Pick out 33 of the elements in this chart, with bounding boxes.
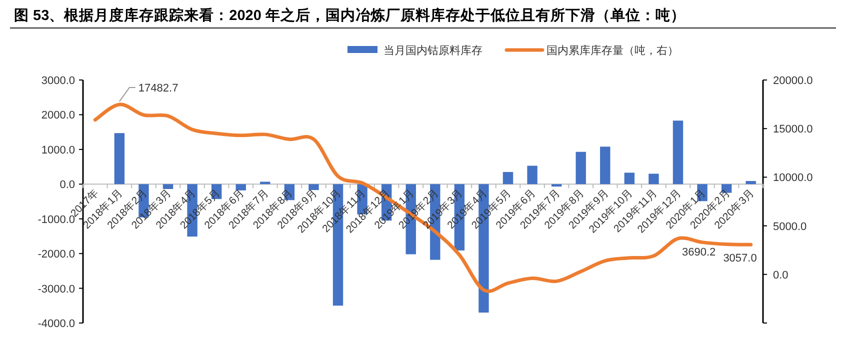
y2-tick-label: 0.0 — [773, 269, 788, 282]
y2-tick-label: 5000.0 — [773, 220, 807, 233]
bar — [746, 181, 756, 184]
bar — [576, 152, 586, 184]
y-tick-label: -2000.0 — [38, 248, 75, 261]
legend-label: 国内累库库存量（吨，右） — [546, 44, 678, 57]
bar — [236, 184, 246, 190]
bar — [551, 184, 562, 187]
bar — [260, 182, 270, 184]
y-tick-label: -3000.0 — [38, 283, 75, 296]
y2-tick-label: 20000.0 — [773, 75, 813, 87]
y2-tick-label: 10000.0 — [773, 172, 813, 184]
bar — [162, 184, 174, 190]
data-label: 3690.2 — [682, 246, 716, 259]
bar — [502, 172, 514, 184]
bar — [648, 174, 659, 184]
bar — [624, 172, 635, 184]
y-tick-label: -4000.0 — [38, 318, 75, 330]
legend-label: 当月国内钴原料库存 — [384, 44, 482, 57]
bar — [600, 146, 610, 184]
y-tick-label: 1000.0 — [41, 144, 75, 156]
bar — [672, 120, 684, 184]
y-tick-label: 2000.0 — [41, 110, 75, 122]
data-label: 3057.0 — [723, 252, 757, 265]
y-tick-label: 0.0 — [60, 179, 75, 192]
bar — [527, 166, 538, 184]
y-tick-label: 3000.0 — [41, 75, 75, 87]
bar — [114, 133, 125, 184]
y-tick-label: -1000.0 — [38, 214, 75, 226]
bar — [308, 184, 319, 190]
y2-tick-label: 15000.0 — [773, 124, 813, 136]
data-label: 17482.7 — [138, 82, 178, 94]
chart-title: 图 53、根据月度库存跟踪来看：2020 年之后，国内冶炼厂原料库存处于低位且有所下滑（单位：吨） — [14, 6, 686, 24]
